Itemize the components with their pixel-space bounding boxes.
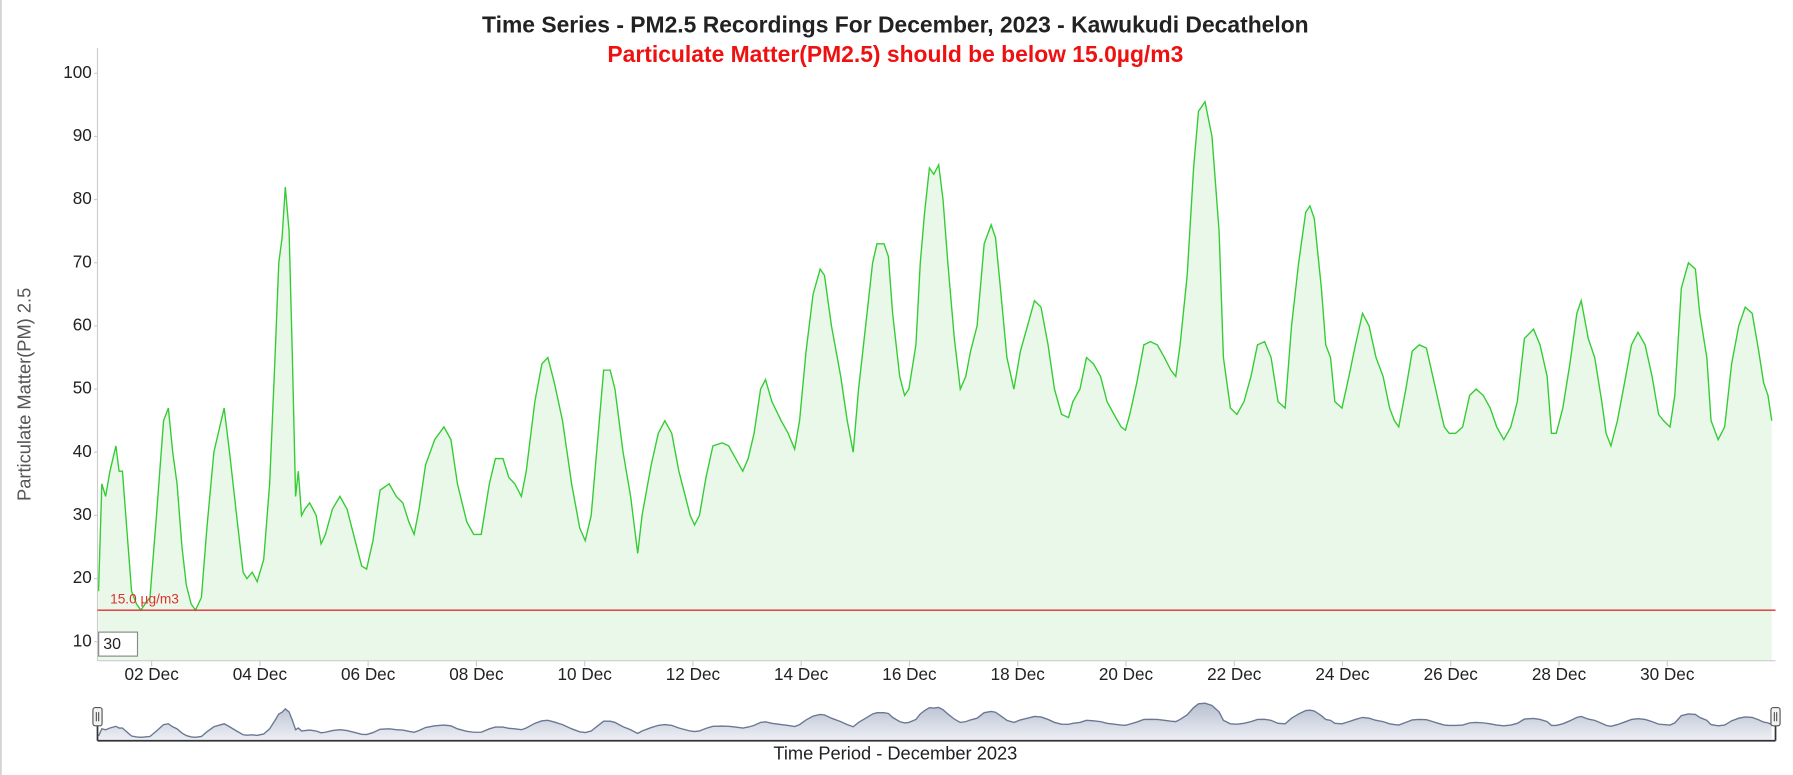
x-tick-label: 30 Dec <box>1640 664 1695 684</box>
navigator-handle-right[interactable] <box>1770 706 1781 727</box>
series-line <box>97 100 1773 612</box>
y-tick-label: 90 <box>73 125 92 145</box>
y-tick-label: 40 <box>73 441 92 461</box>
range-input-value[interactable]: 30 <box>103 636 121 653</box>
chart-title: Time Series - PM2.5 Recordings For Decem… <box>482 11 1309 37</box>
chart-subtitle: Particulate Matter(PM2.5) should be belo… <box>607 41 1183 67</box>
x-tick-label: 24 Dec <box>1315 664 1370 684</box>
y-tick-label: 100 <box>63 62 92 82</box>
navigator-area <box>98 703 1772 741</box>
x-tick-label: 22 Dec <box>1207 664 1262 684</box>
area-fill <box>98 101 1772 661</box>
x-tick-label: 18 Dec <box>991 664 1046 684</box>
y-tick-label: 60 <box>73 314 92 334</box>
x-tick-label: 02 Dec <box>124 664 179 684</box>
y-tick-label: 70 <box>73 251 92 271</box>
x-tick-label: 16 Dec <box>882 664 937 684</box>
y-tick-label: 50 <box>73 378 92 398</box>
x-tick-label: 06 Dec <box>341 664 396 684</box>
y-tick-label: 80 <box>73 188 92 208</box>
x-axis-title: Time Period - December 2023 <box>773 742 1017 763</box>
threshold-label: 15.0 µg/m3 <box>110 591 179 606</box>
navigator-handle-left[interactable] <box>92 706 103 727</box>
x-tick-label: 04 Dec <box>233 664 288 684</box>
x-tick-label: 28 Dec <box>1532 664 1587 684</box>
x-tick-label: 20 Dec <box>1099 664 1154 684</box>
y-tick-label: 10 <box>73 630 92 650</box>
x-tick-label: 12 Dec <box>666 664 721 684</box>
range-input[interactable] <box>98 631 139 657</box>
x-tick-label: 10 Dec <box>558 664 613 684</box>
y-tick-label: 20 <box>73 567 92 587</box>
x-tick-label: 26 Dec <box>1424 664 1479 684</box>
y-tick-label: 30 <box>73 504 92 524</box>
navigator-line <box>97 702 1773 738</box>
x-tick-label: 08 Dec <box>449 664 504 684</box>
x-tick-label: 14 Dec <box>774 664 829 684</box>
y-axis-title: Particulate Matter(PM) 2.5 <box>13 288 34 501</box>
